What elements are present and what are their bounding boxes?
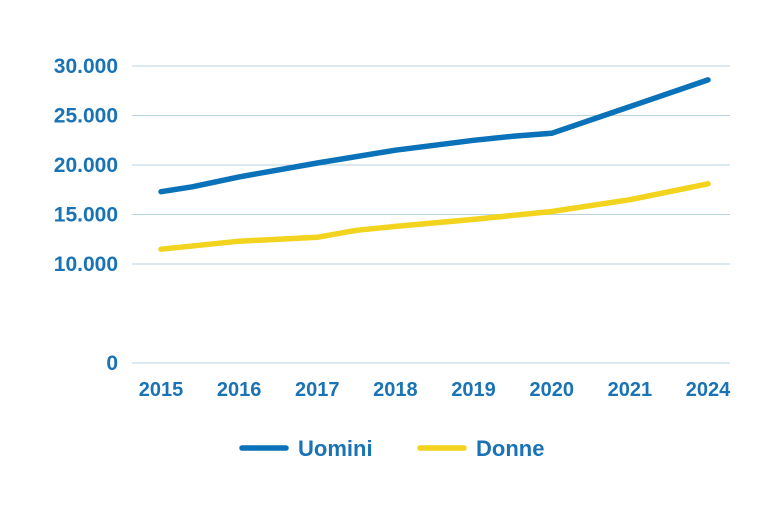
series-line-donne (158, 181, 711, 252)
legend-label-uomini: Uomini (298, 436, 373, 461)
y-tick-label: 25.000 (54, 105, 118, 128)
x-tick-label: 2015 (139, 379, 184, 401)
x-tick-label: 2021 (608, 379, 653, 401)
x-tick-label: 2020 (529, 379, 574, 401)
legend: Uomini Donne (239, 436, 544, 461)
y-tick-label: 15.000 (54, 204, 118, 227)
x-tick-label: 2024 (686, 379, 731, 401)
y-axis-tick-labels: 0 10.000 15.000 20.000 25.000 30.000 (54, 55, 118, 375)
series-lines (158, 77, 711, 252)
legend-label-donne: Donne (476, 436, 544, 461)
grid-lines (132, 65, 730, 364)
x-tick-label: 2017 (295, 379, 340, 401)
x-tick-label: 2019 (451, 379, 496, 401)
y-tick-label: 20.000 (54, 154, 118, 177)
x-tick-label: 2016 (217, 379, 262, 401)
x-tick-label: 2018 (373, 379, 418, 401)
y-tick-label: 10.000 (54, 253, 118, 276)
x-axis-tick-labels: 2015 2016 2017 2018 2019 2020 2021 2024 (139, 379, 731, 401)
series-line-uomini (158, 77, 711, 195)
y-tick-label: 30.000 (54, 55, 118, 78)
y-tick-label: 0 (106, 352, 118, 375)
